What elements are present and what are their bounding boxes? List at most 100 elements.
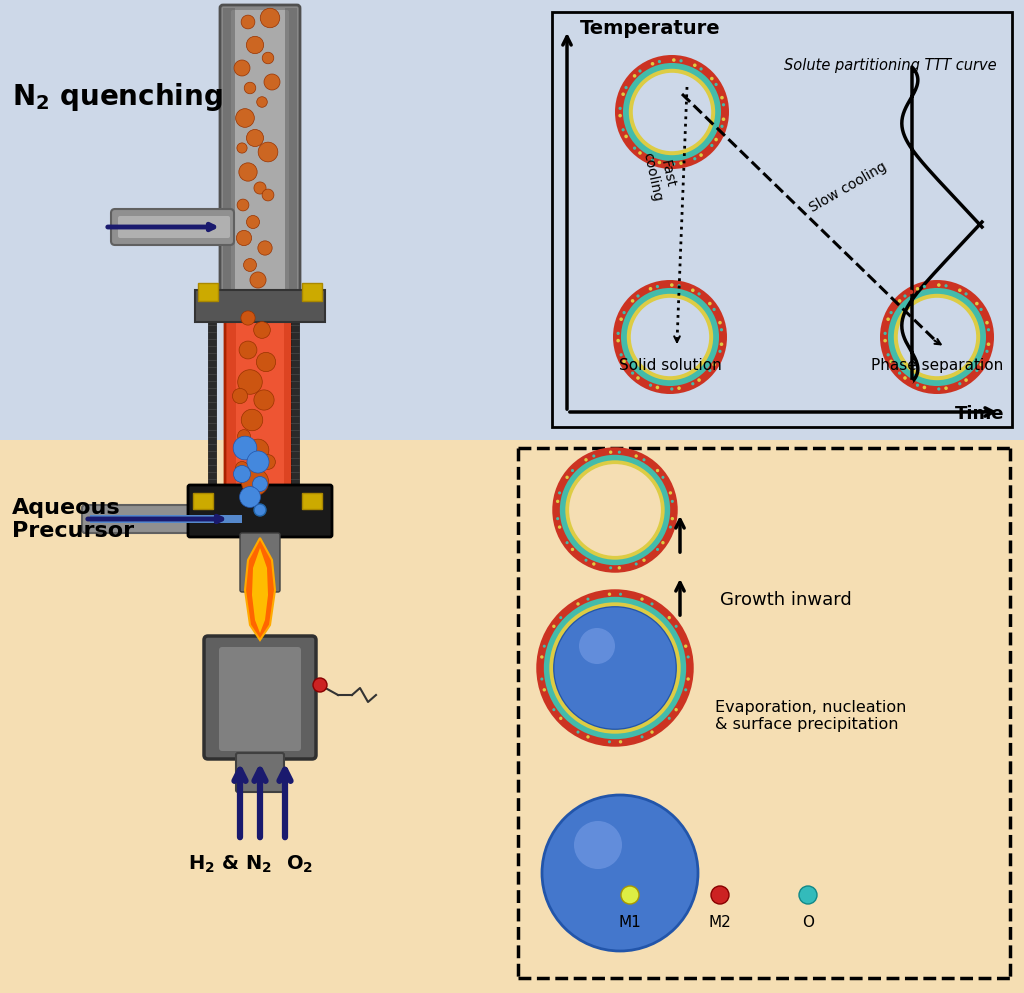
Circle shape [684,644,687,647]
Text: Slow cooling: Slow cooling [807,160,889,215]
Circle shape [630,738,634,743]
Circle shape [623,359,626,363]
Circle shape [675,625,678,628]
Circle shape [565,541,568,544]
Circle shape [636,376,640,379]
Circle shape [242,469,268,496]
Circle shape [985,321,989,325]
Circle shape [247,439,269,461]
Circle shape [239,341,257,358]
Circle shape [715,314,720,318]
Circle shape [567,462,663,558]
Circle shape [626,452,630,456]
Circle shape [640,598,644,601]
Circle shape [313,678,327,692]
Circle shape [651,159,654,162]
Circle shape [982,355,987,360]
Circle shape [711,144,714,147]
Circle shape [944,284,947,287]
FancyBboxPatch shape [220,5,300,311]
Circle shape [657,60,662,64]
Circle shape [720,96,724,99]
Circle shape [239,163,257,181]
Polygon shape [245,538,275,640]
Circle shape [722,117,725,121]
Circle shape [552,708,555,711]
Circle shape [257,96,267,107]
Text: M2: M2 [709,915,731,930]
Circle shape [600,564,604,569]
Circle shape [678,284,681,287]
Circle shape [631,71,713,153]
Circle shape [665,58,669,63]
Circle shape [247,215,259,228]
Circle shape [261,455,275,470]
Circle shape [240,487,260,507]
Circle shape [616,332,620,335]
Circle shape [254,390,274,410]
Circle shape [670,283,674,287]
Circle shape [720,335,724,340]
Circle shape [686,677,690,681]
Circle shape [626,304,630,309]
Circle shape [577,463,581,467]
Circle shape [937,387,940,390]
Circle shape [722,103,725,106]
Circle shape [618,114,622,117]
Circle shape [234,60,250,76]
Circle shape [644,155,648,159]
FancyBboxPatch shape [0,0,1024,440]
Text: Fast
cooling: Fast cooling [640,148,680,203]
Circle shape [559,616,562,620]
Circle shape [247,129,263,147]
Circle shape [620,318,623,321]
Text: Time: Time [954,405,1004,423]
Circle shape [893,365,897,369]
Circle shape [699,68,702,71]
Circle shape [650,603,653,606]
Circle shape [687,655,690,658]
Circle shape [987,343,990,346]
FancyBboxPatch shape [208,322,216,497]
Circle shape [618,740,623,744]
FancyBboxPatch shape [240,533,280,592]
Circle shape [631,371,634,374]
Circle shape [937,283,941,287]
Circle shape [566,724,571,728]
Circle shape [596,594,601,598]
Circle shape [241,15,255,29]
Circle shape [625,86,628,89]
Circle shape [638,151,642,155]
Circle shape [626,564,630,569]
Circle shape [649,463,653,467]
Circle shape [236,108,254,127]
Circle shape [680,698,684,702]
Circle shape [570,548,574,551]
Circle shape [665,162,669,166]
Circle shape [618,593,622,596]
Circle shape [710,76,714,80]
Circle shape [985,350,988,353]
Circle shape [896,296,978,378]
Circle shape [253,477,267,492]
Circle shape [543,688,546,691]
Circle shape [709,368,712,372]
Circle shape [238,430,251,442]
Circle shape [979,362,983,366]
Circle shape [720,328,723,332]
FancyBboxPatch shape [236,313,284,512]
Circle shape [970,373,974,378]
FancyBboxPatch shape [552,12,1012,427]
Circle shape [975,302,979,306]
Circle shape [705,71,709,75]
Circle shape [656,548,659,551]
Circle shape [233,436,257,460]
Circle shape [616,346,622,351]
Circle shape [672,59,676,62]
Circle shape [577,602,580,606]
Circle shape [659,724,664,728]
Text: M1: M1 [618,915,641,930]
Circle shape [923,285,926,288]
Circle shape [608,740,611,744]
Circle shape [630,594,634,598]
